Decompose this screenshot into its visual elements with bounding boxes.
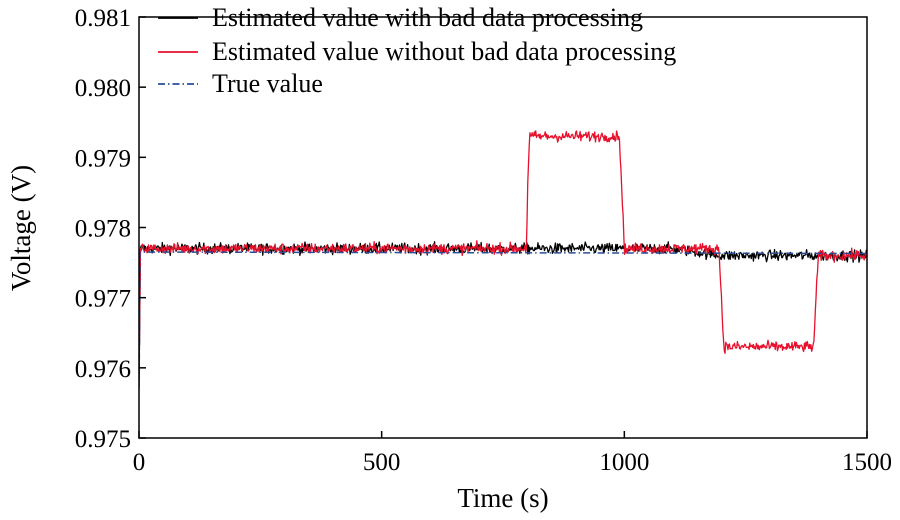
y-tick-label: 0.980: [75, 75, 131, 102]
y-axis-ticks: 0.975 0.976 0.977 0.978 0.979 0.980 0.981: [75, 5, 146, 453]
y-axis-title: Voltage (V): [6, 165, 36, 291]
legend-label: Estimated value with bad data processing: [212, 3, 643, 32]
y-tick-label: 0.978: [75, 216, 131, 243]
legend-label: True value: [212, 69, 323, 98]
y-tick-label: 0.975: [75, 426, 131, 453]
series-layer: [139, 130, 867, 389]
x-tick-label: 1500: [842, 449, 892, 476]
series-line-3: [139, 251, 867, 389]
legend: Estimated value with bad data processing…: [158, 3, 676, 98]
x-tick-label: 1000: [599, 449, 649, 476]
x-axis-title: Time (s): [457, 483, 548, 513]
series-line-1: [139, 241, 867, 382]
x-tick-label: 500: [363, 449, 401, 476]
x-axis-ticks: 0 500 1000 1500: [133, 431, 892, 476]
x-tick-label: 0: [133, 449, 146, 476]
y-tick-label: 0.976: [75, 356, 131, 383]
y-tick-label: 0.979: [75, 145, 131, 172]
y-tick-label: 0.977: [75, 286, 131, 313]
y-tick-label: 0.981: [75, 5, 131, 32]
series-line-2: [139, 130, 867, 382]
legend-label: Estimated value without bad data process…: [212, 37, 676, 66]
